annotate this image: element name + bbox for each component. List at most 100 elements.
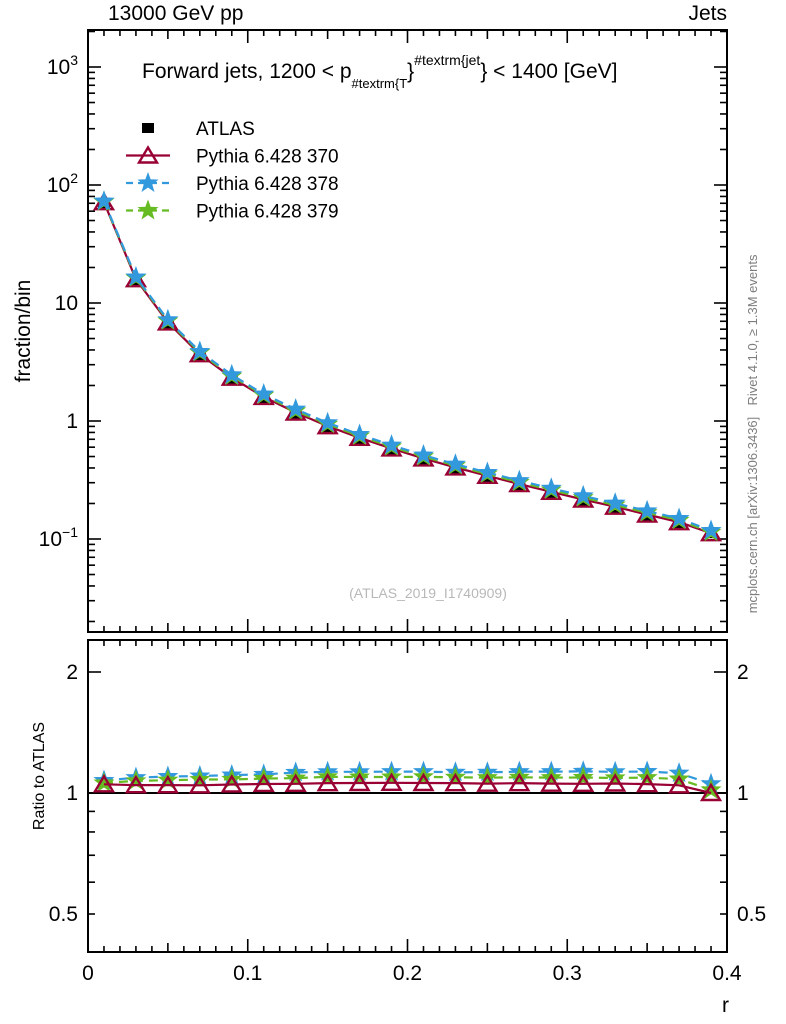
data-point-star [444,453,466,474]
data-point-triangle [380,772,403,792]
data-point-square [513,481,526,492]
legend-marker-triangle [136,145,160,164]
data-point-triangle [348,772,371,792]
legend-marker-square [142,123,154,133]
series-line [103,770,712,785]
ratio-y-tick-label-right: 0.5 [737,903,766,926]
y-tick-label: 102 [47,170,78,197]
ratio-panel-frame-border [87,639,728,953]
data-point-star [317,411,339,432]
series-markers [92,772,723,802]
data-point-triangle [636,773,659,793]
ratio-series-pythia-6-428-370 [92,772,723,802]
data-point-triangle [284,773,307,793]
data-point-triangle [667,774,691,794]
data-point-star [604,492,626,513]
data-point-triangle [220,774,243,793]
main-panel-frame [87,29,728,633]
data-point-triangle [156,774,179,794]
y-axis-label-main: fraction/bin [12,280,35,383]
series-line [102,201,712,535]
data-point-triangle [572,773,595,793]
data-point-square [385,446,398,457]
ratio-y-tick-label-right: 1 [737,782,749,805]
series-pythia-6-428-379 [93,190,722,542]
x-tick-label: 0.3 [553,962,582,985]
data-point-star [125,265,147,286]
y-axis-label-ratio: Ratio to ATLAS [31,722,48,830]
data-point-square [449,465,462,476]
data-point-star [221,363,243,384]
y-tick-label-text: 103 [47,52,78,79]
data-point-square [353,435,366,446]
legend-entry-3: Pythia 6.428 379 [126,199,339,223]
x-axis-label: r [722,994,729,1017]
data-point-star [700,778,722,799]
data-point-square [321,424,334,435]
y-tick-label: 10 [55,292,78,315]
data-point-star [93,771,115,792]
x-tick-label: 0.2 [393,962,422,985]
data-point-star [412,444,434,465]
legend-label: Pythia 6.428 370 [196,147,339,168]
ratio-y-tick-label: 2 [66,661,78,684]
series-markers [92,191,723,542]
y-tick-label-text: 10 [55,292,78,315]
series-atlas [97,199,718,539]
legend-marker-star [137,199,159,220]
data-point-triangle [124,774,148,794]
dataset-watermark: (ATLAS_2019_I1740909) [349,585,507,601]
legend-entry-1: Pythia 6.428 370 [126,145,339,168]
data-point-triangle [508,772,531,792]
data-point-star [253,383,275,404]
data-point-star [189,340,211,361]
series-pythia-6-428-370 [92,191,723,542]
data-point-star [636,499,658,520]
data-point-triangle [699,782,723,802]
data-point-star [572,484,594,505]
data-point-triangle [444,772,467,792]
legend-label: ATLAS [196,119,255,140]
data-point-star [700,519,722,540]
header-left: 13000 GeV pp [108,2,243,25]
plot-title: Forward jets, 1200 < p#textrm{T}#textrm{… [142,52,618,91]
y-tick-label-text: 1 [66,410,78,433]
series-markers [93,190,722,542]
x-tick-label: 0.4 [712,962,742,985]
data-point-triangle [412,772,435,792]
legend-label: Pythia 6.428 378 [196,174,339,195]
ratio-panel-frame [87,639,728,953]
data-point-triangle [92,773,116,793]
header-right: Jets [688,2,727,25]
data-point-square [417,456,430,467]
x-tick-label: 0 [82,962,94,985]
data-point-triangle [540,773,563,792]
y-tick-label-text: 102 [47,170,78,197]
data-point-star [381,434,403,455]
series-line [102,200,712,532]
data-point-star [285,398,307,419]
legend-entry-2: Pythia 6.428 378 [126,171,339,195]
data-point-triangle [316,772,339,792]
data-point-star [349,423,371,444]
x-tick-label: 0.1 [233,962,262,985]
series-pythia-6-428-378 [93,190,722,540]
y-tick-label: 10−1 [39,524,79,551]
data-point-triangle [188,774,211,794]
ratio-y-tick-label-right: 2 [737,661,749,684]
ratio-y-tick-label: 1 [66,782,78,805]
data-point-star [157,308,179,329]
side-label-mcplots: mcplots.cern.ch [arXiv:1306.3436] [745,417,760,614]
legend-marker-star [137,171,159,192]
data-point-star [93,190,115,211]
series-line [103,775,712,791]
main-panel-frame-border [87,29,728,633]
y-tick-label: 103 [47,52,78,79]
data-point-star [668,507,690,528]
legend-label: Pythia 6.428 379 [196,202,339,223]
y-tick-label: 1 [66,410,78,433]
legend-entry-0: ATLAS [142,119,255,140]
data-point-star [540,477,562,498]
